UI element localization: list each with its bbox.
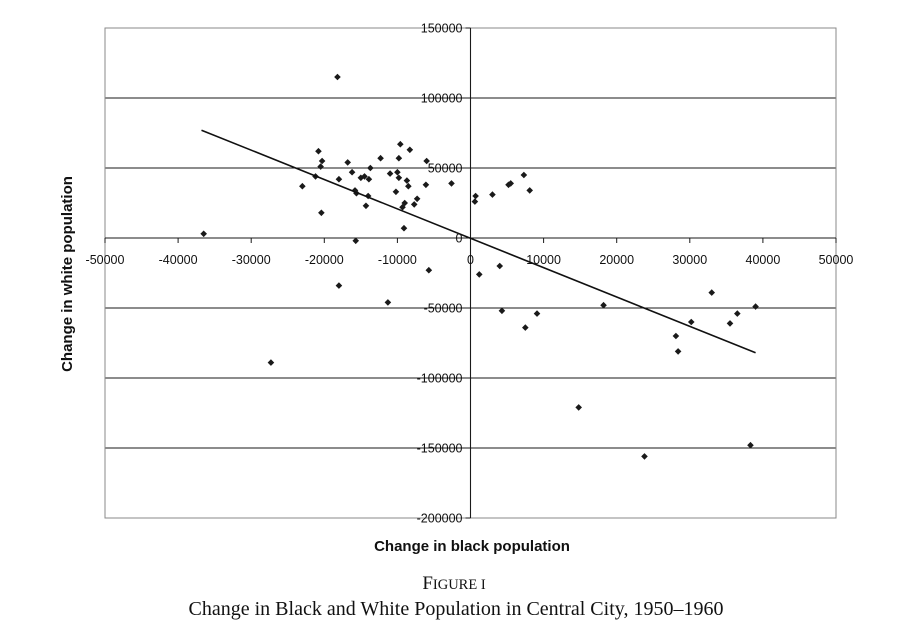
- data-point: [377, 154, 384, 162]
- data-point: [335, 175, 343, 183]
- tick-labels: -50000 -40000 -30000 -20000 -10000 0 10000 2000…: [86, 22, 854, 526]
- figure-caption: Change in Black and White Population in …: [189, 598, 724, 620]
- data-point: [507, 180, 515, 187]
- data-point: [600, 301, 607, 309]
- y-tick-label: 100000: [421, 92, 463, 106]
- data-point: [384, 299, 392, 306]
- data-point: [406, 146, 414, 154]
- data-point: [352, 237, 360, 245]
- x-tick-label: 0: [467, 253, 474, 267]
- figure-number-rest: IGURE I: [433, 577, 486, 593]
- data-point: [386, 170, 394, 177]
- x-tick-label: -20000: [305, 253, 344, 267]
- data-point: [362, 202, 370, 210]
- data-point: [317, 163, 324, 170]
- figure-number: FIGURE I: [422, 573, 486, 594]
- figure-number-initial: F: [422, 573, 433, 594]
- x-tick-label: 20000: [599, 253, 634, 267]
- data-point: [400, 224, 408, 232]
- data-point: [267, 359, 275, 366]
- data-point: [472, 192, 479, 200]
- data-point: [200, 230, 207, 238]
- data-point: [395, 154, 403, 162]
- data-point: [367, 164, 374, 172]
- y-tick-label: 150000: [421, 22, 463, 36]
- data-point: [403, 177, 411, 184]
- data-point: [520, 171, 528, 179]
- data-points: [200, 73, 759, 460]
- data-point: [505, 181, 512, 189]
- data-point: [522, 324, 529, 331]
- data-point: [726, 320, 734, 327]
- y-tick-label: -200000: [417, 512, 463, 526]
- data-point: [348, 168, 356, 176]
- data-point: [318, 209, 325, 217]
- data-point: [365, 175, 373, 183]
- data-point: [318, 157, 326, 165]
- data-point: [422, 181, 430, 189]
- data-point: [687, 318, 695, 326]
- x-tick-label: -30000: [232, 253, 271, 267]
- data-point: [395, 174, 403, 182]
- data-point: [361, 173, 368, 180]
- data-point: [423, 157, 430, 165]
- data-point: [526, 187, 534, 194]
- data-point: [674, 348, 682, 355]
- data-point: [315, 147, 322, 155]
- axes: [104, 27, 837, 519]
- y-tick-label: -100000: [417, 372, 463, 386]
- y-tick-label: -50000: [424, 302, 463, 316]
- data-point: [471, 198, 479, 205]
- data-point: [448, 180, 455, 187]
- data-point: [335, 282, 343, 289]
- y-tick-label: -150000: [417, 442, 463, 456]
- data-point: [496, 262, 504, 270]
- y-tick-label: 50000: [428, 162, 463, 176]
- data-point: [752, 303, 759, 310]
- data-point: [394, 168, 401, 176]
- x-tick-label: 50000: [819, 253, 854, 267]
- data-point: [392, 188, 400, 196]
- trendline-group: [201, 129, 756, 354]
- y-tick-label: 0: [456, 232, 463, 246]
- x-tick-label: -50000: [86, 253, 125, 267]
- data-point: [413, 195, 421, 203]
- data-point: [405, 182, 412, 190]
- data-point: [641, 453, 648, 460]
- data-point: [747, 441, 754, 449]
- x-tick-label: 30000: [672, 253, 707, 267]
- data-point: [575, 404, 582, 411]
- x-tick-label: 40000: [746, 253, 781, 267]
- x-axis-title: Change in black population: [374, 538, 570, 555]
- data-point: [357, 174, 365, 182]
- data-point: [351, 187, 359, 194]
- x-tick-label: 10000: [526, 253, 561, 267]
- data-point: [344, 159, 351, 166]
- data-point: [401, 199, 409, 207]
- y-axis-title: Change in white population: [59, 176, 76, 372]
- data-point: [498, 307, 506, 315]
- data-point: [708, 289, 716, 296]
- data-point: [397, 140, 404, 148]
- trendline: [201, 129, 756, 354]
- data-point: [489, 191, 496, 198]
- data-point: [475, 271, 483, 278]
- data-point: [399, 203, 406, 211]
- x-tick-label: -40000: [159, 253, 198, 267]
- data-point: [533, 310, 541, 317]
- data-point: [334, 73, 341, 81]
- data-point: [299, 182, 306, 190]
- x-tick-label: -10000: [378, 253, 417, 267]
- data-point: [410, 201, 418, 208]
- data-point: [672, 332, 680, 340]
- data-point: [425, 266, 433, 274]
- data-point: [734, 310, 741, 317]
